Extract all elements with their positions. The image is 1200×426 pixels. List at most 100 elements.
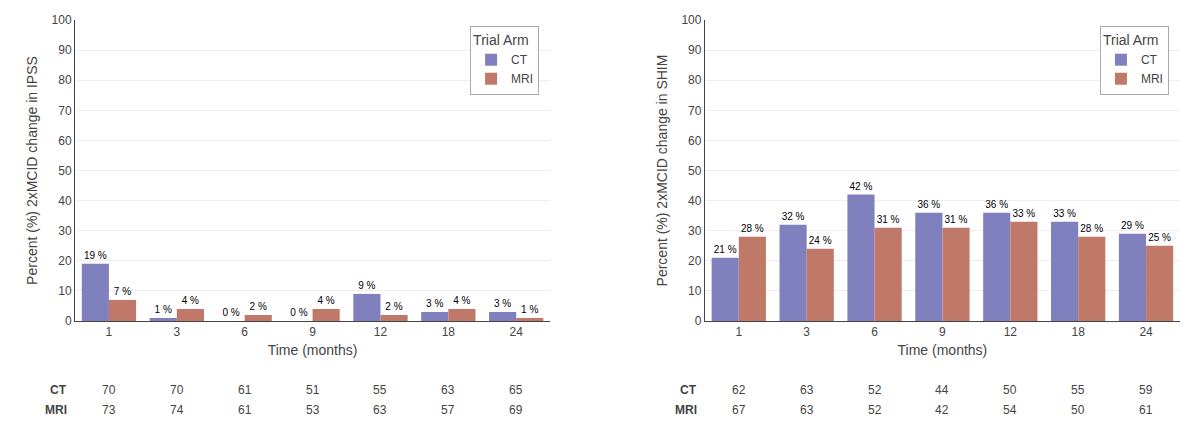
svg-text:24: 24 bbox=[1139, 325, 1153, 339]
svg-text:MRI: MRI bbox=[1141, 72, 1163, 86]
svg-text:CT: CT bbox=[50, 383, 67, 397]
svg-text:Trial Arm: Trial Arm bbox=[473, 32, 528, 48]
svg-text:61: 61 bbox=[238, 403, 252, 417]
svg-text:Time (months): Time (months) bbox=[268, 342, 358, 358]
svg-text:57: 57 bbox=[441, 403, 455, 417]
svg-text:80: 80 bbox=[58, 73, 72, 87]
svg-text:0: 0 bbox=[695, 314, 702, 328]
svg-text:63: 63 bbox=[800, 403, 814, 417]
svg-text:28 %: 28 % bbox=[1080, 223, 1103, 234]
svg-text:9: 9 bbox=[309, 325, 316, 339]
svg-text:Time (months): Time (months) bbox=[898, 342, 988, 358]
svg-text:9: 9 bbox=[939, 325, 946, 339]
svg-text:30: 30 bbox=[58, 224, 72, 238]
svg-text:50: 50 bbox=[58, 164, 72, 178]
svg-text:40: 40 bbox=[688, 194, 702, 208]
svg-text:3 %: 3 % bbox=[494, 298, 511, 309]
svg-text:24: 24 bbox=[510, 325, 524, 339]
svg-text:80: 80 bbox=[688, 73, 702, 87]
svg-text:4 %: 4 % bbox=[453, 295, 470, 306]
svg-text:50: 50 bbox=[688, 164, 702, 178]
svg-text:10: 10 bbox=[688, 284, 702, 298]
svg-text:36 %: 36 % bbox=[985, 199, 1008, 210]
svg-text:1: 1 bbox=[106, 325, 113, 339]
svg-text:0: 0 bbox=[65, 314, 72, 328]
svg-text:42 %: 42 % bbox=[850, 181, 873, 192]
svg-text:CT: CT bbox=[680, 383, 697, 397]
svg-text:10: 10 bbox=[58, 284, 72, 298]
svg-text:30: 30 bbox=[688, 224, 702, 238]
svg-text:65: 65 bbox=[509, 383, 523, 397]
svg-text:28 %: 28 % bbox=[741, 223, 764, 234]
svg-text:63: 63 bbox=[373, 403, 387, 417]
svg-text:70: 70 bbox=[58, 104, 72, 118]
svg-text:52: 52 bbox=[868, 383, 882, 397]
svg-text:61: 61 bbox=[238, 383, 252, 397]
svg-text:12: 12 bbox=[1004, 325, 1018, 339]
svg-text:12: 12 bbox=[374, 325, 388, 339]
svg-text:20: 20 bbox=[58, 254, 72, 268]
svg-text:63: 63 bbox=[441, 383, 455, 397]
svg-text:70: 70 bbox=[170, 383, 184, 397]
svg-text:50: 50 bbox=[1003, 383, 1017, 397]
svg-text:19 %: 19 % bbox=[84, 250, 107, 261]
svg-text:52: 52 bbox=[868, 403, 882, 417]
svg-text:CT: CT bbox=[1141, 53, 1158, 67]
svg-text:31 %: 31 % bbox=[945, 214, 968, 225]
svg-text:4 %: 4 % bbox=[182, 295, 199, 306]
svg-text:0 %: 0 % bbox=[222, 307, 239, 318]
svg-text:51: 51 bbox=[306, 383, 320, 397]
svg-text:54: 54 bbox=[1003, 403, 1017, 417]
svg-text:73: 73 bbox=[102, 403, 116, 417]
svg-text:100: 100 bbox=[681, 13, 701, 27]
svg-text:29 %: 29 % bbox=[1121, 220, 1144, 231]
svg-text:3: 3 bbox=[173, 325, 180, 339]
svg-text:7 %: 7 % bbox=[114, 286, 131, 297]
svg-text:63: 63 bbox=[800, 383, 814, 397]
svg-text:18: 18 bbox=[442, 325, 456, 339]
svg-text:1 %: 1 % bbox=[155, 304, 172, 315]
svg-text:Trial Arm: Trial Arm bbox=[1103, 32, 1158, 48]
svg-text:67: 67 bbox=[732, 403, 746, 417]
svg-text:62: 62 bbox=[732, 383, 746, 397]
svg-text:2 %: 2 % bbox=[385, 301, 402, 312]
svg-text:40: 40 bbox=[58, 194, 72, 208]
svg-text:0 %: 0 % bbox=[290, 307, 307, 318]
svg-text:33 %: 33 % bbox=[1053, 208, 1076, 219]
svg-text:55: 55 bbox=[373, 383, 387, 397]
svg-text:20: 20 bbox=[688, 254, 702, 268]
svg-text:70: 70 bbox=[102, 383, 116, 397]
svg-text:1: 1 bbox=[735, 325, 742, 339]
svg-text:61: 61 bbox=[1139, 403, 1153, 417]
svg-text:Percent (%) 2xMCID change in I: Percent (%) 2xMCID change in IPSS bbox=[24, 56, 40, 285]
svg-text:53: 53 bbox=[306, 403, 320, 417]
svg-text:90: 90 bbox=[58, 43, 72, 57]
svg-text:MRI: MRI bbox=[675, 403, 697, 417]
svg-text:50: 50 bbox=[1071, 403, 1085, 417]
svg-text:31 %: 31 % bbox=[877, 214, 900, 225]
svg-text:42: 42 bbox=[935, 403, 949, 417]
svg-text:4 %: 4 % bbox=[317, 295, 334, 306]
svg-text:24 %: 24 % bbox=[809, 235, 832, 246]
svg-text:69: 69 bbox=[509, 403, 523, 417]
svg-text:60: 60 bbox=[688, 134, 702, 148]
svg-text:MRI: MRI bbox=[511, 72, 533, 86]
svg-text:36 %: 36 % bbox=[917, 199, 940, 210]
svg-text:9 %: 9 % bbox=[358, 280, 375, 291]
svg-text:59: 59 bbox=[1139, 383, 1153, 397]
svg-text:Percent (%) 2xMCID change in S: Percent (%) 2xMCID change in SHIM bbox=[654, 55, 670, 287]
svg-text:2 %: 2 % bbox=[250, 301, 267, 312]
svg-text:18: 18 bbox=[1072, 325, 1086, 339]
svg-text:60: 60 bbox=[58, 134, 72, 148]
svg-text:CT: CT bbox=[511, 53, 528, 67]
svg-text:1 %: 1 % bbox=[521, 304, 538, 315]
svg-text:MRI: MRI bbox=[45, 403, 67, 417]
svg-text:3: 3 bbox=[803, 325, 810, 339]
svg-text:25 %: 25 % bbox=[1148, 232, 1171, 243]
svg-text:6: 6 bbox=[241, 325, 248, 339]
svg-text:100: 100 bbox=[52, 13, 72, 27]
svg-text:55: 55 bbox=[1071, 383, 1085, 397]
svg-text:90: 90 bbox=[688, 43, 702, 57]
svg-text:33 %: 33 % bbox=[1012, 208, 1035, 219]
svg-text:32 %: 32 % bbox=[782, 211, 805, 222]
